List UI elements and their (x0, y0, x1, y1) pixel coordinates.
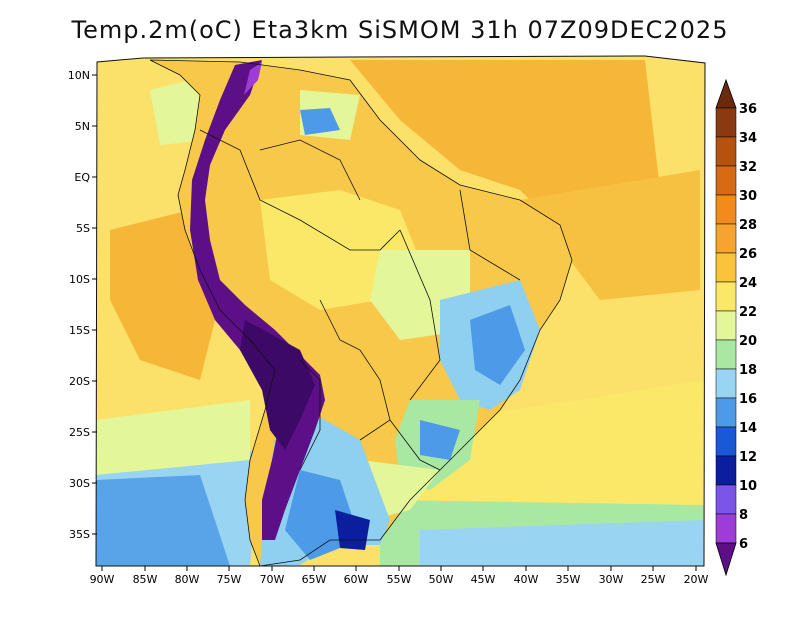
country-borders (149, 59, 573, 566)
lon-label-75w: 75W (217, 573, 242, 586)
map-title: Temp.2m(oC) Eta3km SiSMOM 31h 07Z09DEC20… (71, 16, 729, 44)
colorbar-swatch-32-34 (715, 136, 737, 167)
colorbar-label-22: 22 (739, 305, 757, 320)
warm-atlantic-north (350, 60, 660, 230)
lat-label-5n: 5N (75, 120, 90, 133)
brazilian-highlands-cold (470, 305, 525, 385)
colorbar-swatch-22-24 (715, 281, 737, 312)
colorbar-label-32: 32 (739, 160, 757, 175)
colorbar-label-26: 26 (739, 247, 757, 262)
border-chile-argentina (299, 359, 321, 471)
lon-label-70w: 70W (260, 573, 285, 586)
cold-south-pacific (96, 475, 230, 566)
colorbar-swatch-12-14 (715, 426, 737, 457)
lat-label-20s: 20S (69, 375, 90, 388)
colorbar: 36 34 32 30 28 26 24 22 20 18 16 14 12 1… (715, 78, 757, 577)
lon-label-45w: 45W (471, 573, 496, 586)
colorbar-top-arrow (715, 78, 737, 109)
colorbar-label-6: 6 (739, 537, 748, 552)
colorbar-swatch-6-8 (715, 513, 737, 544)
colder-south-atlantic (420, 520, 705, 566)
colorbar-label-16: 16 (739, 392, 757, 407)
colorbar-label-18: 18 (739, 363, 757, 378)
lat-label-15s: 15S (69, 324, 90, 337)
lon-label-25w: 25W (641, 573, 666, 586)
lat-label-5s: 5S (76, 222, 90, 235)
lon-label-65w: 65W (302, 573, 327, 586)
colorbar-swatch-8-10 (715, 484, 737, 515)
colorbar-label-12: 12 (739, 450, 757, 465)
colorbar-label-28: 28 (739, 218, 757, 233)
lon-label-85w: 85W (133, 573, 158, 586)
border-north (199, 129, 401, 251)
border-paraguay (389, 419, 441, 471)
altiplano (240, 320, 315, 450)
lat-label-25s: 25S (69, 426, 90, 439)
lon-label-50w: 50W (429, 573, 454, 586)
border-bolivia (319, 299, 391, 441)
mid-south-atlantic (420, 380, 705, 505)
border-ne-states (459, 189, 521, 281)
colorbar-label-14: 14 (739, 421, 757, 436)
warm-atlantic-central (520, 170, 700, 300)
border-colombia (259, 139, 361, 201)
lat-label-eq: EQ (74, 171, 90, 184)
lon-label-20w: 20W (684, 573, 709, 586)
south-brazil-cold (420, 420, 460, 460)
colorbar-label-36: 36 (739, 102, 757, 117)
coastline (149, 59, 573, 566)
lon-label-30w: 30W (599, 573, 624, 586)
colorbar-swatch-18-20 (715, 339, 737, 370)
colorbar-bottom-arrow (715, 542, 737, 577)
lat-label-30s: 30S (69, 477, 90, 490)
lon-label-60w: 60W (344, 573, 369, 586)
colorbar-swatch-24-26 (715, 252, 737, 283)
colorbar-swatch-26-28 (715, 223, 737, 254)
lat-label-10n: 10N (68, 69, 90, 82)
colorbar-label-24: 24 (739, 276, 757, 291)
colorbar-swatch-34-36 (715, 107, 737, 138)
lon-ticks: 90W 85W 80W 75W 70W 65W 60W 55W 50W 45W … (90, 566, 709, 586)
border-brazil-states (399, 229, 441, 401)
lat-ticks: 10N 5N EQ 5S 10S 15S 20S 25S 30S 35S (68, 69, 97, 541)
lon-label-35w: 35W (556, 573, 581, 586)
domain-frame (95, 55, 706, 567)
colorbar-swatch-30-32 (715, 165, 737, 196)
colorbar-swatch-10-12 (715, 455, 737, 486)
colorbar-label-20: 20 (739, 334, 757, 349)
lon-label-80w: 80W (175, 573, 200, 586)
guiana-cold-spot (300, 108, 340, 135)
colorbar-label-8: 8 (739, 508, 748, 523)
lon-label-40w: 40W (514, 573, 539, 586)
andes-north-tip (244, 62, 262, 95)
colorbar-swatch-28-30 (715, 194, 737, 225)
colorbar-swatch-14-16 (715, 397, 737, 428)
colorbar-label-34: 34 (739, 131, 757, 146)
lat-label-35s: 35S (69, 528, 90, 541)
warm-pacific-pocket (110, 210, 220, 380)
lon-label-90w: 90W (90, 573, 115, 586)
colorbar-swatch-20-22 (715, 310, 737, 341)
lat-label-10s: 10S (69, 273, 90, 286)
colorbar-label-10: 10 (739, 479, 757, 494)
mild-south-pacific (96, 400, 250, 475)
colorbar-label-30: 30 (739, 189, 757, 204)
lon-label-55w: 55W (387, 573, 412, 586)
colorbar-swatch-16-18 (715, 368, 737, 399)
